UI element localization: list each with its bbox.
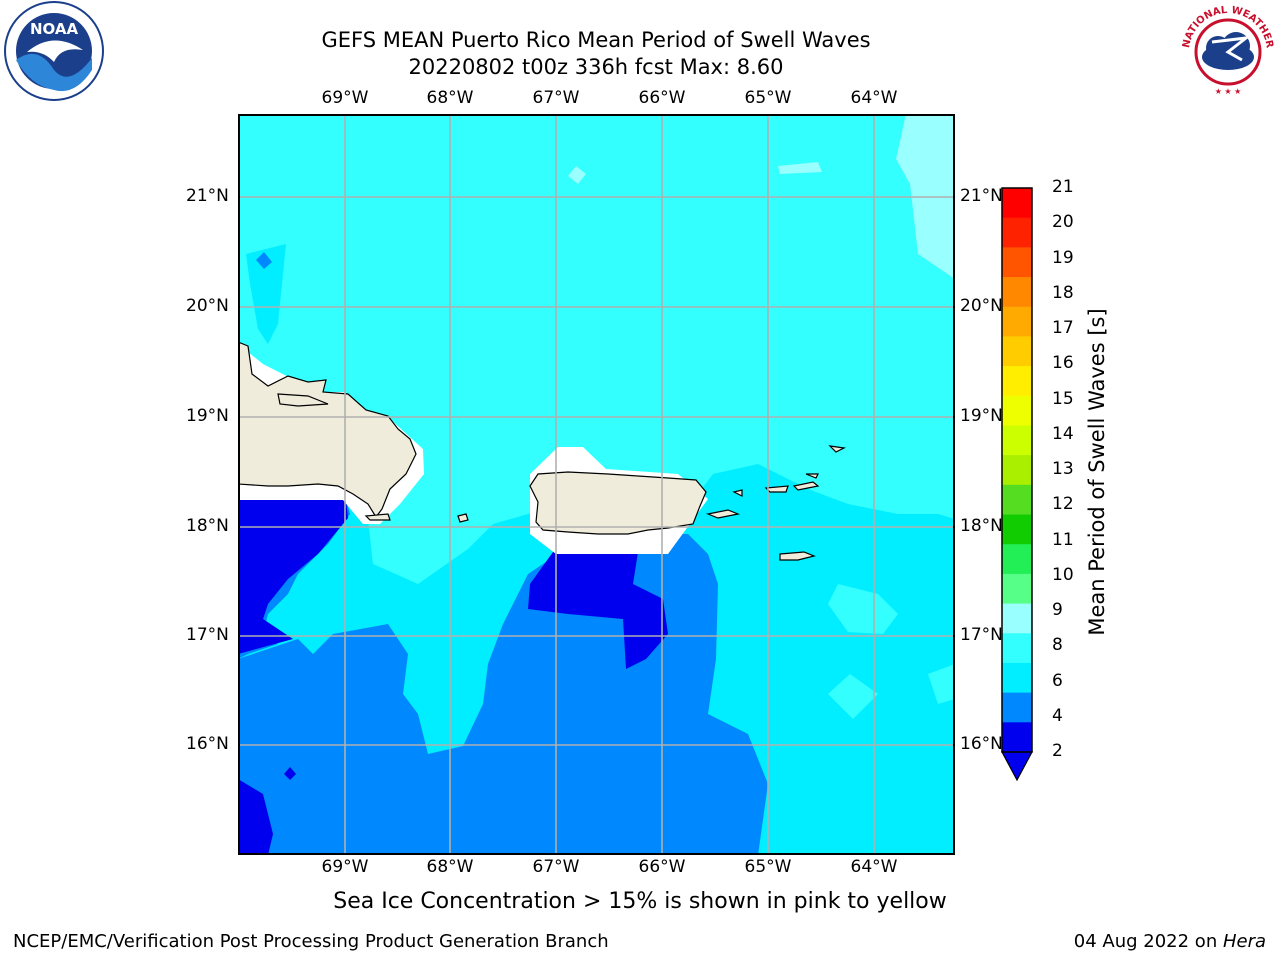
land-island (364, 513, 391, 521)
colorbar-tick-label: 10 (1052, 564, 1074, 585)
lon-label-top: 68°W (426, 88, 474, 108)
colorbar-tick-label: 15 (1052, 388, 1074, 409)
colorbar-tick-label: 12 (1052, 494, 1074, 515)
footer-credit: NCEP/EMC/Verification Post Processing Pr… (13, 931, 609, 952)
colorbar-tick-label: 14 (1052, 423, 1074, 444)
contour-6-8-patch (928, 664, 954, 704)
colorbar-cell (1002, 217, 1032, 248)
colorbar-tick-label: 16 (1052, 353, 1074, 374)
colorbar-tick-label: 9 (1052, 600, 1063, 620)
lon-label-bottom: 65°W (744, 857, 792, 877)
colorbar-tick-label: 20 (1052, 212, 1074, 233)
colorbar-cell (1002, 277, 1032, 308)
contour-0-2-west (239, 500, 348, 654)
land-tortola (792, 481, 820, 491)
lat-label-right: 19°N (960, 406, 1003, 426)
map-frame (238, 114, 955, 855)
lat-label-right: 21°N (960, 186, 1003, 206)
chart-title: GEFS MEAN Puerto Rico Mean Period of Swe… (321, 28, 871, 52)
lat-label-left: 20°N (186, 296, 229, 316)
land-vieques (705, 509, 741, 519)
colorbar-cell (1002, 692, 1032, 723)
colorbar-cell (1002, 336, 1032, 367)
lat-label-left: 17°N (186, 625, 229, 645)
lat-label-left: 19°N (186, 406, 229, 426)
lat-label-left: 16°N (186, 734, 229, 754)
land-virgin-gorda (805, 473, 819, 479)
chart-subtitle: 20220802 t00z 336h fcst Max: 8.60 (408, 55, 784, 79)
land-mona-island (457, 513, 469, 523)
colorbar-cell (1002, 722, 1032, 753)
contour-0-2-sw (239, 779, 273, 854)
lon-label-bottom: 66°W (638, 857, 686, 877)
contour-6-8-patch (828, 584, 898, 634)
colorbar-cell (1002, 633, 1032, 664)
colorbar-label: Mean Period of Swell Waves [s] (1085, 308, 1109, 636)
svg-text:★ ★ ★: ★ ★ ★ (1215, 87, 1242, 96)
lat-label-right: 18°N (960, 516, 1003, 536)
footer-date: 04 Aug 2022 on Hera (1074, 931, 1266, 952)
colorbar (1000, 187, 1034, 782)
lat-label-right: 16°N (960, 734, 1003, 754)
contour-8-9-patch (778, 162, 822, 174)
contour-4-6-west (246, 244, 286, 344)
lon-label-top: 69°W (321, 88, 369, 108)
lon-label-top: 66°W (638, 88, 686, 108)
lat-label-right: 17°N (960, 625, 1003, 645)
contour-2-4-spot (256, 252, 272, 269)
colorbar-tick-label: 18 (1052, 282, 1074, 303)
colorbar-cell (1002, 603, 1032, 634)
land-anegada (828, 445, 846, 453)
colorbar-tick-label: 6 (1052, 670, 1063, 691)
contour-8-9-patch (568, 166, 586, 184)
sea-ice-note: Sea Ice Concentration > 15% is shown in … (333, 889, 947, 914)
lon-label-top: 64°W (850, 88, 898, 108)
colorbar-cell (1002, 662, 1032, 694)
colorbar-tick-label: 11 (1052, 529, 1074, 550)
colorbar-tick-label: 21 (1052, 177, 1074, 197)
lon-label-bottom: 64°W (850, 857, 898, 877)
contour-0-2-spot (284, 767, 296, 780)
colorbar-tick-label: 2 (1052, 741, 1063, 761)
lon-label-bottom: 69°W (321, 857, 369, 877)
land-hispaniola (239, 341, 417, 519)
colorbar-cell (1002, 247, 1032, 278)
colorbar-extend-triangle (1000, 751, 1034, 782)
lat-label-left: 21°N (186, 186, 229, 206)
noaa-logo-text: NOAA (30, 20, 79, 38)
noaa-logo-icon: NOAA (4, 1, 104, 101)
colorbar-cell (1002, 306, 1032, 337)
footer-host: Hera (1222, 931, 1266, 952)
colorbar-tick-label: 8 (1052, 635, 1063, 656)
land-culebra (732, 489, 743, 497)
colorbar-tick-label: 13 (1052, 459, 1074, 479)
colorbar-cell (1002, 366, 1032, 397)
colorbar-frame (1001, 187, 1033, 753)
colorbar-cell (1002, 455, 1032, 486)
nws-logo-icon: NATIONAL WEATHER SERVICE ★ ★ ★ (1176, 0, 1277, 101)
colorbar-cell (1002, 425, 1032, 456)
contour-6-8-patch (828, 674, 878, 719)
colorbar-cell (1002, 395, 1032, 426)
colorbar-cell (1002, 573, 1032, 605)
colorbar-tick-label: 17 (1052, 318, 1074, 338)
lon-label-bottom: 68°W (426, 857, 474, 877)
colorbar-tick-label: 19 (1052, 247, 1074, 268)
footer-date-text: 04 Aug 2022 on (1073, 931, 1223, 952)
lat-label-right: 20°N (960, 296, 1003, 316)
land-st-croix (779, 551, 816, 561)
colorbar-tick-label: 4 (1052, 705, 1063, 726)
lon-label-top: 65°W (744, 88, 792, 108)
lat-label-left: 18°N (186, 516, 229, 536)
lon-label-top: 67°W (532, 88, 580, 108)
colorbar-cell (1002, 188, 1032, 219)
swell-period-map (238, 114, 955, 855)
graticule (239, 115, 954, 854)
contour-0-2-south-pr (528, 552, 668, 669)
land-tortuga (277, 393, 329, 407)
lon-label-bottom: 67°W (532, 857, 580, 877)
colorbar-cell (1002, 544, 1032, 575)
colorbar-cell (1002, 484, 1032, 516)
colorbar-cell (1002, 514, 1032, 545)
